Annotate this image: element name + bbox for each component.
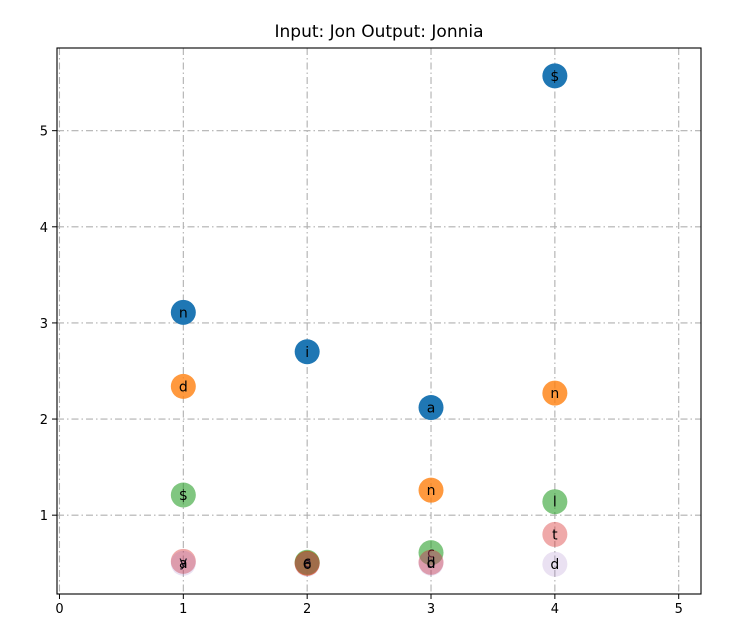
point-marker: [170, 299, 196, 325]
plot-frame: [56, 47, 702, 595]
data-point: y: [170, 548, 196, 574]
point-label: a: [427, 401, 436, 417]
y-tick-label: 5: [40, 125, 48, 140]
point-marker: [542, 380, 568, 406]
data-point: t: [542, 521, 568, 547]
point-marker: [418, 477, 444, 503]
y-tick-label: 4: [40, 221, 48, 236]
x-tick-label: 4: [551, 602, 559, 617]
point-label: c: [303, 555, 311, 571]
data-point: d: [418, 550, 444, 576]
data-point: b: [418, 549, 444, 575]
point-label: n: [179, 305, 188, 321]
point-marker: [294, 549, 320, 575]
point-label: a: [179, 556, 188, 572]
point-marker: [170, 550, 196, 576]
axes: 0 1 2 3 4 5 1 2 3 4 5: [40, 47, 702, 617]
y-tick-label: 2: [40, 413, 48, 428]
point-label: d: [427, 556, 436, 572]
data-point: n: [418, 477, 444, 503]
y-tick-label: 1: [40, 509, 48, 524]
point-marker: [418, 540, 444, 566]
x-tick-label: 0: [55, 602, 63, 617]
point-marker: [542, 551, 568, 577]
data-point: $: [542, 63, 568, 89]
point-label: 6: [303, 557, 312, 573]
point-marker: [418, 395, 444, 421]
data-point: e: [294, 550, 320, 576]
point-label: e: [303, 556, 312, 572]
data-point: 6: [294, 551, 320, 577]
grid-lines: [57, 48, 701, 594]
data-point: d: [170, 373, 196, 399]
point-label: b: [427, 555, 436, 571]
data-point: n: [542, 380, 568, 406]
point-label: c: [427, 546, 435, 562]
point-marker: [542, 489, 568, 515]
point-marker: [294, 551, 320, 577]
point-label: n: [427, 483, 436, 499]
point-marker: [294, 550, 320, 576]
point-label: i: [305, 345, 309, 361]
x-tick-label: 3: [427, 602, 435, 617]
point-label: y: [179, 554, 187, 570]
point-marker: [542, 521, 568, 547]
point-label: $: [550, 69, 559, 85]
point-marker: [170, 373, 196, 399]
point-label: $: [179, 488, 188, 504]
point-label: n: [550, 386, 559, 402]
point-label: t: [552, 527, 558, 543]
point-marker: [294, 339, 320, 365]
point-marker: [418, 549, 444, 575]
point-label: d: [550, 557, 559, 573]
data-point: a: [170, 550, 196, 576]
data-point: i: [294, 339, 320, 365]
point-marker: [170, 548, 196, 574]
chart-title: Input: Jon Output: Jonnia: [274, 22, 483, 42]
point-label: l: [553, 495, 557, 511]
data-point: a: [418, 395, 444, 421]
x-tick-label: 1: [179, 602, 187, 617]
x-tick-label: 5: [675, 602, 683, 617]
data-point: d: [542, 551, 568, 577]
data-point: c: [294, 549, 320, 575]
point-marker: [418, 550, 444, 576]
data-point: c: [418, 540, 444, 566]
data-point: $: [170, 482, 196, 508]
data-point: n: [170, 299, 196, 325]
y-tick-label: 3: [40, 317, 48, 332]
point-marker: [170, 482, 196, 508]
point-label: d: [179, 379, 188, 395]
point-marker: [542, 63, 568, 89]
x-tick-label: 2: [303, 602, 311, 617]
data-point: l: [542, 489, 568, 515]
